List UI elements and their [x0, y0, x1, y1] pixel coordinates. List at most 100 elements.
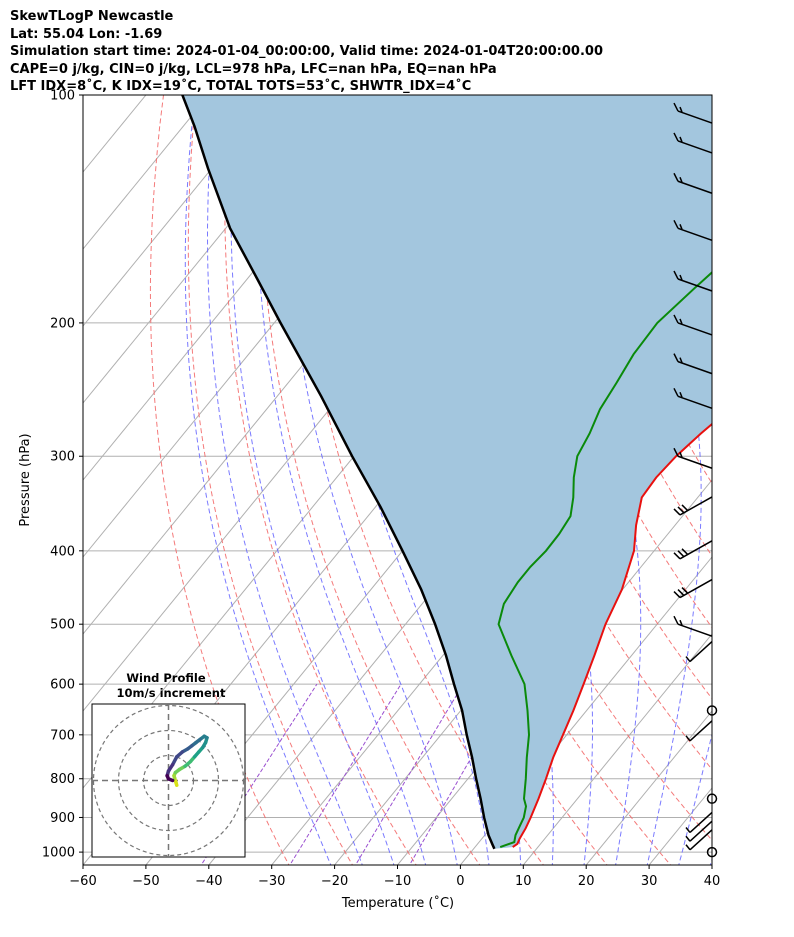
y-tick-label: 700	[50, 728, 75, 743]
wind-barb	[673, 172, 713, 194]
wind-barb	[673, 102, 713, 124]
y-tick-label: 200	[50, 316, 75, 331]
barb-flag	[679, 318, 683, 325]
barb-staff	[679, 578, 713, 599]
barb-staff	[677, 140, 713, 154]
y-tick-label: 300	[50, 450, 75, 465]
barb-flag	[681, 548, 689, 556]
barb-flag	[673, 447, 679, 457]
isotherm-line	[83, 95, 273, 327]
dewpoint-line	[497, 271, 712, 849]
mixing-ratio-line	[408, 683, 515, 865]
time-line: Simulation start time: 2024-01-04_00:00:…	[10, 44, 603, 59]
barb-flag	[685, 844, 691, 851]
dry-adiabat	[187, 95, 354, 865]
dry-adiabat	[717, 95, 794, 868]
wind-barb	[685, 820, 713, 842]
moist-adiabat	[230, 95, 395, 865]
wind-barb	[673, 615, 713, 637]
wind-barb	[673, 270, 713, 292]
wind-barb	[685, 640, 713, 663]
barb-flag	[679, 224, 683, 230]
barb-flag	[677, 589, 685, 597]
parcel-area-fill	[182, 95, 712, 849]
x-tick-label: −20	[321, 874, 348, 889]
x-axis-label: Temperature (˚C)	[341, 895, 454, 911]
wind-barb	[685, 720, 713, 742]
cape-line: CAPE=0 j/kg, CIN=0 j/kg, LCL=978 hPa, LF…	[10, 61, 497, 77]
dry-adiabat	[750, 95, 794, 868]
y-tick-label: 600	[50, 678, 75, 693]
barb-staff	[679, 540, 713, 560]
barb-flag	[679, 176, 683, 183]
barb-flag	[677, 506, 685, 514]
x-tick-label: 30	[641, 874, 658, 889]
barb-flag	[679, 357, 683, 363]
barb-flag	[673, 102, 679, 112]
temperature-line	[512, 422, 712, 848]
barb-flag	[673, 172, 679, 182]
x-tick-label: 40	[704, 874, 721, 889]
x-tick-label: 10	[515, 874, 532, 889]
barb-flag	[679, 619, 683, 626]
barb-staff	[677, 455, 713, 469]
mixing-ratio-line	[355, 683, 464, 865]
x-tick-label: −30	[258, 874, 285, 889]
barb-flag	[673, 353, 679, 362]
index-line: LFT IDX=8˚C, K IDX=19˚C, TOTAL TOTS=53˚C…	[10, 79, 472, 94]
data-lines	[181, 95, 712, 850]
barb-flag	[679, 392, 683, 398]
barb-staff	[677, 180, 713, 194]
moist-adiabat	[207, 95, 363, 865]
wind-barb	[673, 447, 713, 469]
barb-staff	[677, 227, 713, 242]
x-tick-label: 0	[456, 874, 464, 889]
wind-barbs	[673, 102, 718, 858]
barb-staff	[689, 820, 713, 842]
wind-barb	[673, 387, 713, 409]
isotherm-line	[585, 710, 712, 865]
wind-barb	[673, 353, 713, 375]
wind-barb	[673, 132, 713, 154]
barb-flag	[685, 827, 691, 833]
barb-flag	[679, 274, 683, 281]
wind-barb	[673, 314, 713, 336]
barb-staff	[679, 496, 713, 516]
dry-adiabat	[783, 95, 794, 868]
barb-staff	[677, 623, 713, 637]
x-tick-label: −40	[195, 874, 222, 889]
y-tick-label: 800	[50, 772, 75, 787]
dry-adiabat	[149, 95, 290, 865]
location-line: Lat: 55.04 Lon: -1.69	[10, 26, 163, 42]
barb-flag	[673, 387, 679, 397]
barb-flag	[679, 136, 683, 143]
isotherm-line	[711, 864, 712, 865]
chart-title: SkewTLogP Newcastle	[10, 9, 174, 24]
y-tick-label: 400	[50, 544, 75, 559]
barb-flag	[673, 552, 681, 560]
wind-barb	[673, 219, 713, 242]
barb-flag	[679, 106, 683, 113]
wind-barb	[685, 829, 713, 851]
barb-flag	[673, 615, 679, 625]
moist-adiabat	[184, 95, 332, 865]
moist-adiabat	[283, 95, 458, 865]
moist-adiabat	[709, 857, 712, 865]
barb-staff	[689, 640, 713, 663]
inset-title: Wind Profile	[126, 671, 206, 685]
y-tick-label: 500	[50, 618, 75, 633]
barb-flag	[673, 314, 679, 324]
dry-adiabat	[259, 95, 481, 865]
wind-profile-inset: Wind Profile 10m/s increment	[91, 671, 246, 858]
barb-staff	[689, 720, 713, 742]
isotherm-line	[83, 95, 210, 250]
barb-flag	[673, 219, 679, 229]
y-tick-label: 100	[50, 89, 75, 104]
barb-flag	[673, 270, 679, 280]
mixing-ratio-line	[200, 683, 318, 865]
wind-barb	[673, 496, 713, 516]
axes: −60 −50 −40 −30 −20 −10 0 10 20 30 40 1000 900 800 700…	[42, 89, 720, 890]
y-axis-label: Pressure (hPa)	[18, 433, 33, 526]
x-tick-label: −60	[69, 874, 96, 889]
barb-flag	[685, 735, 691, 742]
